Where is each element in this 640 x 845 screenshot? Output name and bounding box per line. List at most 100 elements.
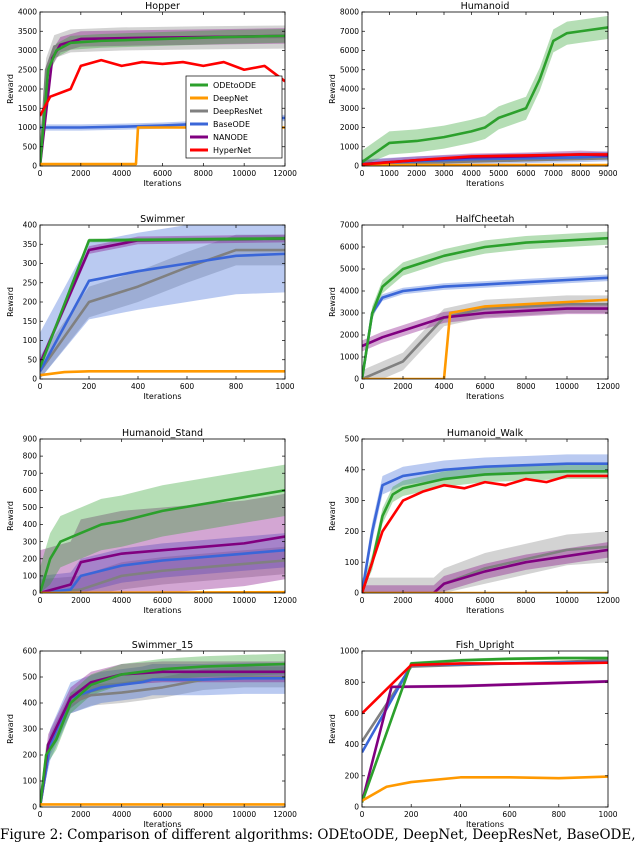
- series-line-deepnet: [40, 369, 285, 377]
- series-line-odetoode: [362, 470, 608, 593]
- series-line-hypernet: [40, 58, 285, 117]
- series-line-odetoode: [40, 489, 285, 593]
- y-tick-label: 350: [23, 240, 38, 249]
- band-deepresnet: [40, 25, 285, 166]
- chart-title: HalfCheetah: [456, 214, 515, 225]
- series-line-odetoode: [362, 26, 608, 164]
- series-line-deepresnet: [40, 559, 285, 593]
- y-tick-label: 500: [23, 503, 38, 512]
- y-tick-label: 0: [32, 162, 37, 171]
- y-tick-label: 500: [23, 673, 38, 682]
- x-tick-label: 8000: [516, 596, 535, 605]
- x-tick-label: 6000: [153, 169, 172, 178]
- x-axis-label: Iterations: [143, 820, 181, 829]
- panel-7: 0 200 400 600 800 1000 0 200 400 600 800 1000 Fish_U…: [328, 640, 618, 829]
- y-axis-label: Reward: [6, 714, 15, 744]
- y-tick-label: 0: [354, 162, 359, 171]
- chart-title: Hopper: [145, 1, 180, 12]
- y-tick-label: 200: [345, 527, 360, 536]
- series-line-baseode: [40, 548, 285, 593]
- series-line-baseode: [362, 462, 608, 593]
- x-tick-label: 7000: [544, 169, 563, 178]
- plot-area: [40, 225, 285, 379]
- x-tick-label: 400: [453, 810, 468, 819]
- x-tick-label: 200: [82, 382, 97, 391]
- y-tick-label: 0: [32, 803, 37, 812]
- chart-title: Swimmer: [140, 214, 185, 225]
- y-tick-label: 2500: [18, 65, 37, 74]
- series-line-hypernet: [362, 153, 608, 166]
- y-axis-label: Reward: [6, 74, 15, 104]
- chart-title: Humanoid_Stand: [122, 428, 203, 439]
- y-tick-label: 400: [23, 221, 38, 230]
- y-tick-label: 400: [345, 740, 360, 749]
- x-tick-label: 800: [552, 810, 567, 819]
- y-axis-label: Reward: [6, 287, 15, 317]
- chart-title: Fish_Upright: [456, 640, 515, 651]
- band-odetoode: [40, 464, 285, 593]
- x-tick-label: 8000: [194, 596, 213, 605]
- y-tick-label: 2000: [18, 85, 37, 94]
- x-axis-label: Iterations: [143, 606, 181, 615]
- y-tick-label: 300: [23, 259, 38, 268]
- x-tick-label: 400: [131, 382, 146, 391]
- x-tick-label: 9000: [598, 169, 617, 178]
- band-deepnet: [362, 775, 608, 802]
- x-tick-label: 8000: [194, 810, 213, 819]
- x-axis-label: Iterations: [143, 179, 181, 188]
- y-tick-label: 400: [345, 465, 360, 474]
- y-tick-label: 900: [23, 435, 38, 444]
- x-tick-label: 0: [38, 169, 43, 178]
- y-tick-label: 500: [345, 435, 360, 444]
- y-tick-label: 0: [354, 589, 359, 598]
- y-tick-label: 300: [345, 496, 360, 505]
- x-axis-label: Iterations: [466, 392, 504, 401]
- y-tick-label: 100: [23, 571, 38, 580]
- x-tick-label: 2000: [393, 382, 412, 391]
- band-nanode: [40, 493, 285, 593]
- x-tick-label: 0: [38, 382, 43, 391]
- series-line-odetoode: [40, 662, 285, 807]
- y-tick-label: 700: [23, 469, 38, 478]
- y-tick-label: 6000: [340, 243, 359, 252]
- y-tick-label: 0: [32, 375, 37, 384]
- y-tick-label: 6000: [340, 46, 359, 55]
- y-tick-label: 1000: [340, 647, 359, 656]
- x-tick-label: 8000: [516, 382, 535, 391]
- y-tick-label: 500: [23, 142, 38, 151]
- x-tick-label: 6000: [153, 810, 172, 819]
- series-line-hypernet: [362, 474, 608, 593]
- band-nanode: [362, 303, 608, 352]
- x-tick-label: 6000: [516, 169, 535, 178]
- band-baseode: [362, 454, 608, 593]
- series-line-deepnet: [362, 775, 608, 802]
- legend-box: [185, 75, 283, 159]
- legend-label-nanode: NANODE: [213, 133, 248, 142]
- y-tick-label: 4000: [340, 85, 359, 94]
- legend: ODEtoODE DeepNet DeepResNet BaseODE NANODE Hy…: [185, 75, 283, 159]
- chart-title: Humanoid: [461, 1, 510, 12]
- y-axis-label: Reward: [328, 501, 337, 531]
- y-tick-label: 150: [23, 317, 38, 326]
- y-axis-label: Reward: [6, 501, 15, 531]
- panel-6: 0 2000 4000 6000 8000 10000 12000 0 100 200 300 400…: [6, 640, 297, 829]
- y-tick-label: 100: [23, 777, 38, 786]
- chart-title: Swimmer_15: [132, 640, 194, 651]
- y-tick-label: 100: [345, 558, 360, 567]
- plot-area: [362, 15, 608, 166]
- x-tick-label: 2000: [393, 596, 412, 605]
- x-tick-label: 2000: [407, 169, 426, 178]
- series-line-odetoode: [40, 34, 285, 166]
- y-tick-label: 4000: [18, 8, 37, 17]
- y-axis-label: Reward: [328, 714, 337, 744]
- y-tick-label: 2000: [340, 331, 359, 340]
- x-tick-label: 8000: [194, 169, 213, 178]
- x-tick-label: 0: [360, 810, 365, 819]
- band-baseode: [362, 661, 608, 754]
- y-tick-label: 5000: [340, 265, 359, 274]
- y-tick-label: 800: [23, 452, 38, 461]
- y-tick-label: 3500: [18, 27, 37, 36]
- x-tick-label: 4000: [434, 596, 453, 605]
- x-tick-label: 600: [502, 810, 517, 819]
- series-line-hypernet: [362, 661, 608, 715]
